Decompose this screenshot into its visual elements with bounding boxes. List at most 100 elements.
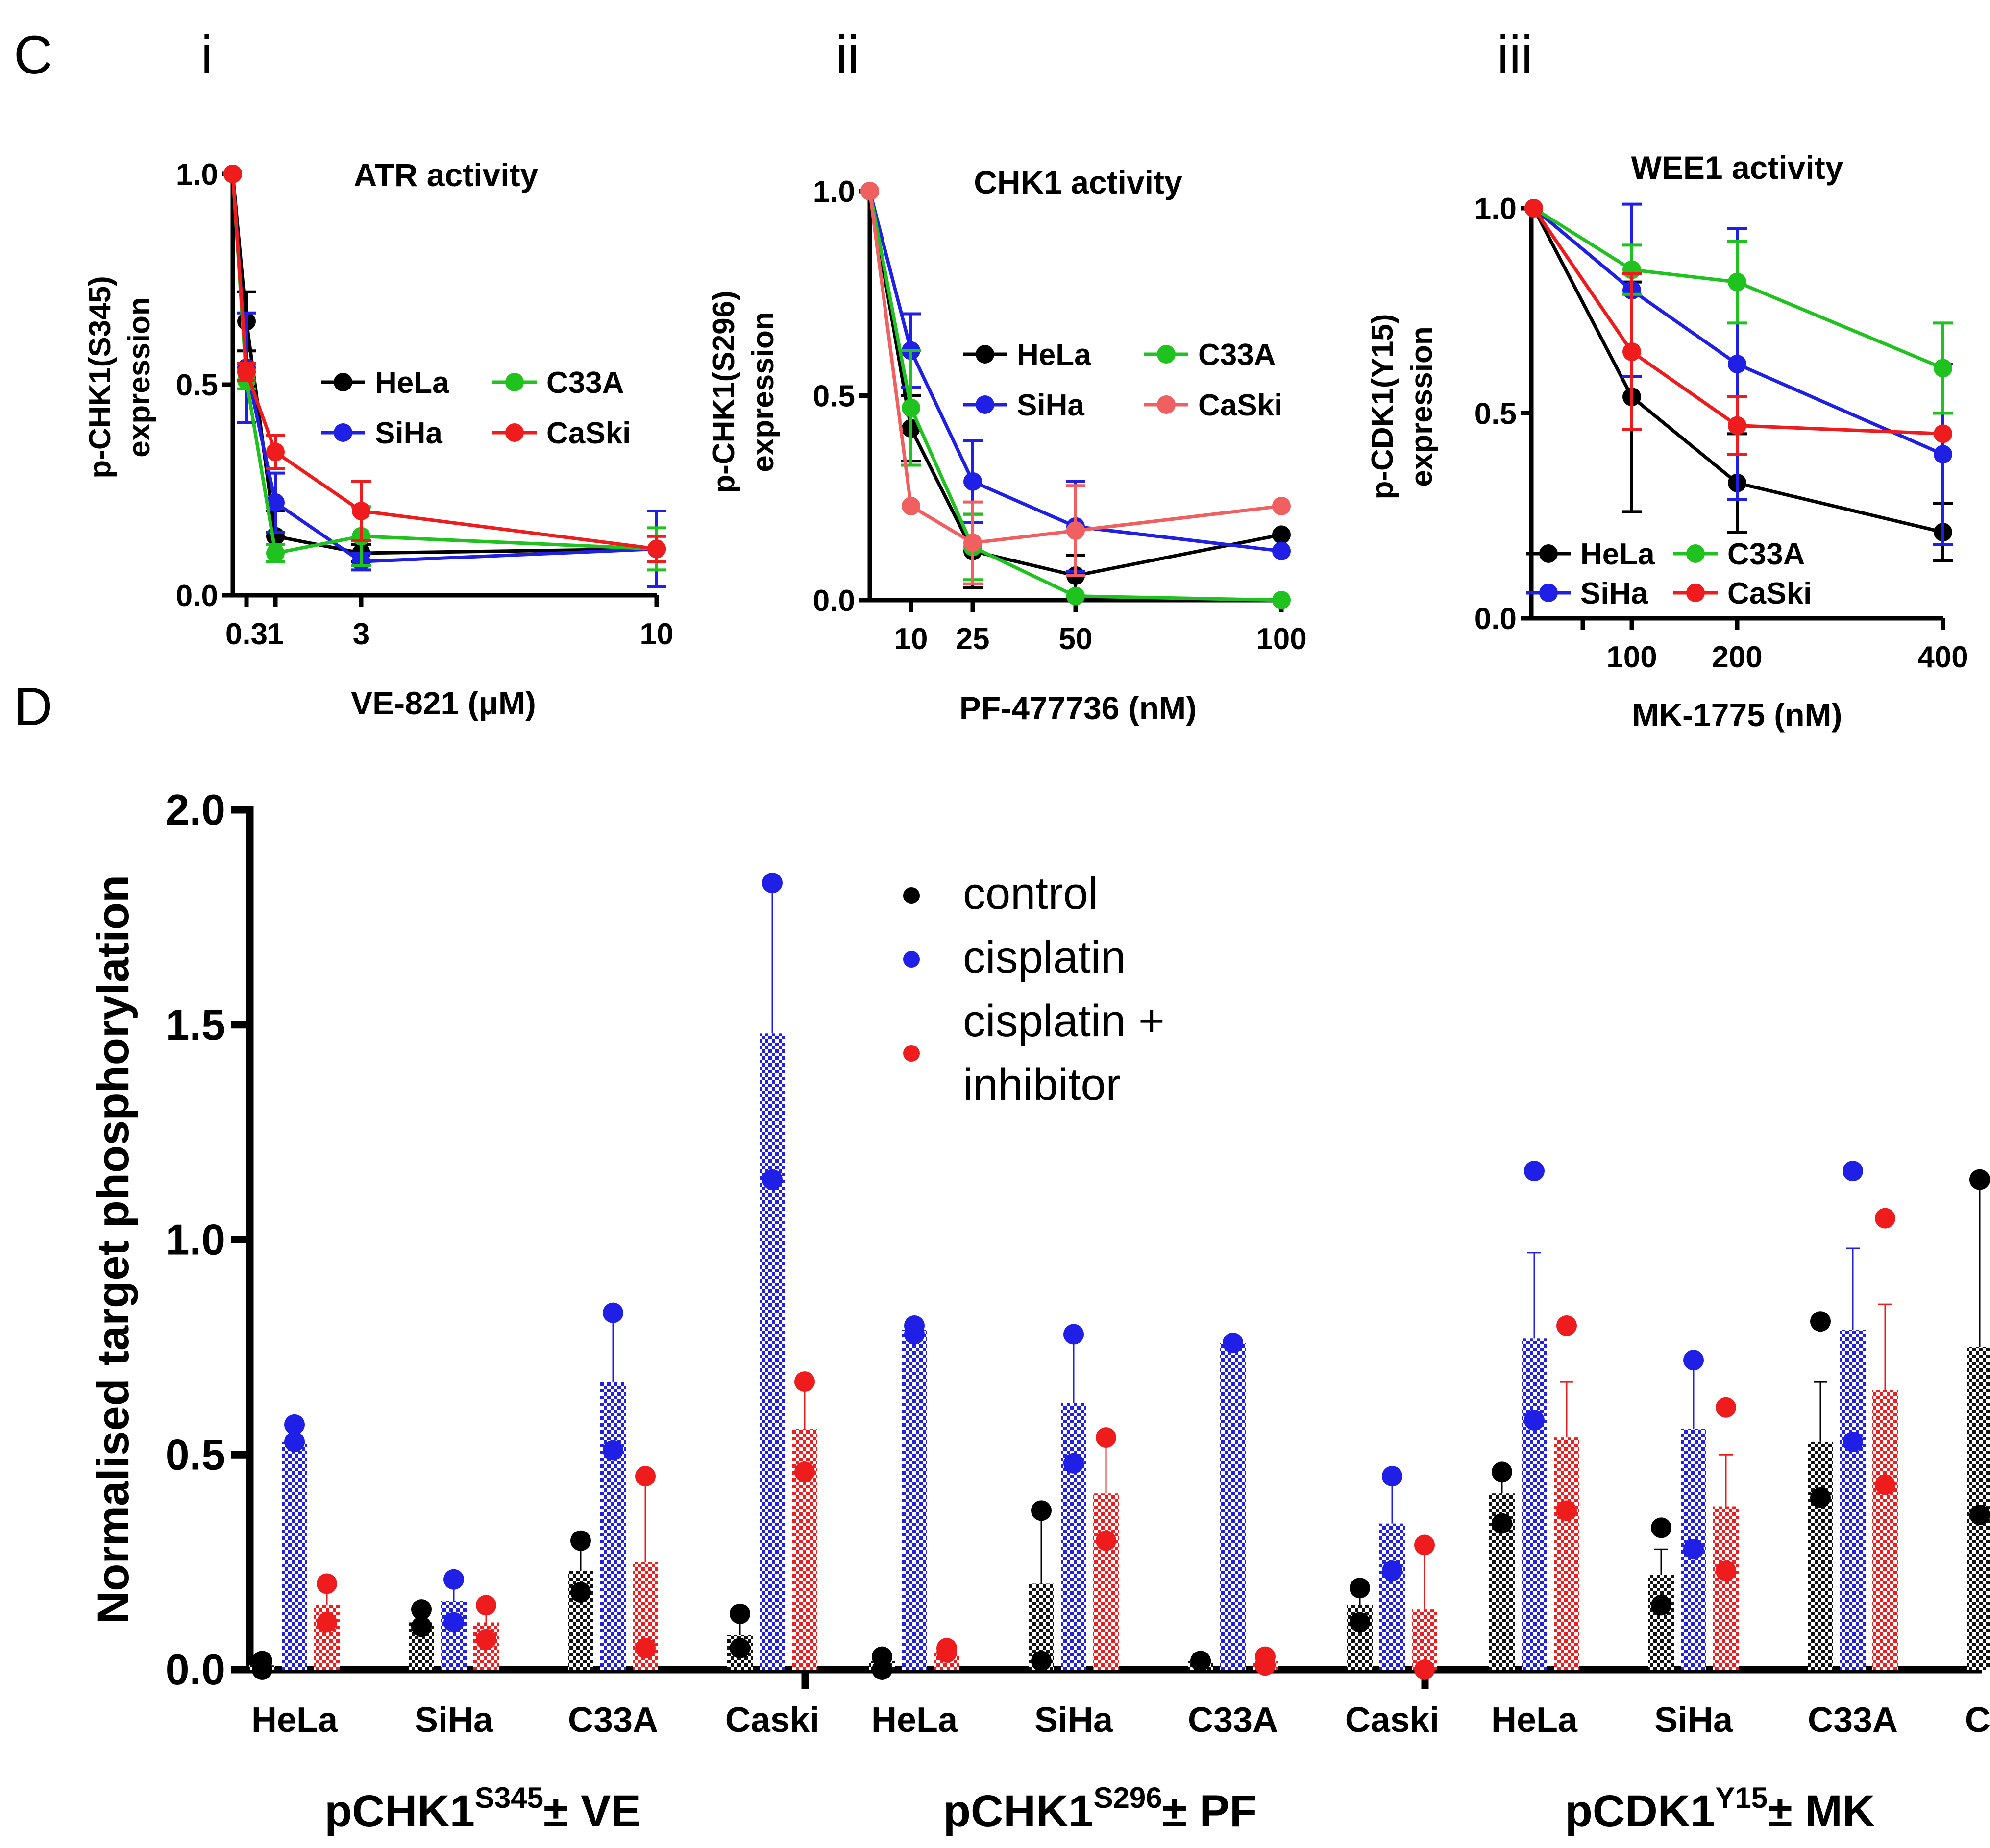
chart-cii-panel-label: ii [835,25,860,85]
ciii-line-siha [1532,207,1944,456]
cii-point-siha [963,472,982,491]
d-point-control [1350,1612,1370,1633]
d-y-tick-label: 0.0 [166,1645,225,1694]
d-bar-control [1808,1441,1833,1670]
ci-series-caski [223,165,666,563]
d-bar-control [1648,1575,1674,1670]
d-point-inhibitor [635,1466,656,1487]
d-point-inhibitor [1716,1397,1736,1418]
ci-x-tick-label: 3 [353,617,369,651]
d-group-label: pCHK1S296± PF [943,1781,1257,1836]
d-group-label: pCHK1S345± VE [324,1781,641,1836]
d-group-label-main: pCHK1 [943,1786,1094,1836]
cii-y-tick-label: 0.0 [813,584,855,618]
d-category-label: HeLa [871,1701,958,1740]
cii-legend-marker [976,395,994,414]
d-bar-cisplatin [441,1601,467,1670]
ci-y-tick-label: 1.0 [176,158,218,192]
d-category-label: SiHa [1654,1701,1733,1740]
cii-legend-label: HeLa [1017,338,1091,372]
d-group-label-tail: ± MK [1768,1786,1875,1836]
d-point-cisplatin [1524,1410,1545,1431]
ci-x-tick-label: 0.3 [225,617,268,651]
ciii-legend-label: C33A [1727,537,1805,571]
ci-point-siha [266,493,285,512]
d-y-tick-label: 2.0 [166,785,225,834]
legend-dot-inhibitor [903,1045,920,1062]
d-point-inhibitor [1414,1659,1435,1680]
chart-ciii-title: WEE1 activity [1631,149,1843,186]
d-point-control [1810,1487,1831,1508]
cii-legend-marker [1157,395,1176,414]
d-point-control [570,1582,591,1603]
d-bar-inhibitor [1554,1437,1579,1670]
d-category-label: HeLa [1491,1701,1578,1740]
d-group-label-main: pCDK1 [1565,1786,1716,1836]
d-point-control [1651,1517,1671,1538]
chart-cii-ylabel-line1: p-CHK1(S296) [707,291,741,493]
panel-c-label: C [14,25,52,85]
cii-point-c33a [1272,591,1291,609]
d-category-label: C33A [1188,1701,1278,1740]
ciii-point-caski [1622,342,1641,361]
ci-y-tick-label: 0.0 [176,579,218,613]
chart-ci-ylabel-line1: p-CHK1(S345) [83,276,117,478]
panel-d-label: D [14,677,52,737]
ciii-legend-marker [1686,544,1705,563]
ci-x-tick-label: 1 [267,617,284,651]
ci-legend-marker [505,373,524,391]
d-point-control [730,1638,750,1659]
cii-point-c33a [1066,586,1085,606]
d-group-label-main: pCHK1 [324,1786,475,1836]
ciii-y-tick-label: 1.0 [1474,192,1517,226]
d-point-control [872,1659,892,1680]
ci-line-caski [231,173,657,551]
d-bar-cisplatin [1061,1403,1086,1670]
d-bar-inhibitor [1093,1493,1119,1670]
d-point-cisplatin [603,1440,623,1461]
chart-d: Normalised target phosphorylation 0.0 0.5… [88,785,1990,1836]
d-category-label: Caski [1965,1701,1990,1740]
ci-point-caski [237,363,256,382]
d-point-inhibitor [1414,1534,1435,1556]
ci-legend-marker [334,423,352,442]
d-point-inhibitor [317,1612,337,1633]
d-bar-inhibitor [1713,1506,1739,1670]
d-category-label: C33A [568,1701,658,1740]
chart-ci-xlabel: VE-821 (μM) [351,685,536,721]
d-point-cisplatin [443,1612,464,1633]
ci-legend-label: CaSki [546,416,631,450]
d-point-cisplatin [1683,1350,1704,1371]
d-group-y15: HeLa SiHa C33A Caski pCDK1Y15± MK [1489,1161,1990,1836]
d-bar-cisplatin [760,1033,785,1670]
d-group-label-sup: S345 [475,1781,543,1814]
d-category-label: C33A [1808,1701,1898,1740]
chart-cii-title: CHK1 activity [974,164,1182,200]
ciii-y-tick-label: 0.5 [1474,397,1517,431]
cii-point-c33a [902,398,920,417]
d-point-control [411,1616,432,1637]
chart-ci: i ATR activity p-CHK1(S345) expression V… [83,25,673,721]
ciii-legend-marker [1539,544,1558,563]
d-group-s345: HeLa SiHa C33A Caski pCHK1S345± VE [249,873,819,1836]
d-bar-cisplatin [902,1330,927,1670]
d-point-inhibitor [1875,1474,1895,1495]
ciii-point-siha [1934,445,1952,464]
d-category-label: SiHa [1034,1701,1113,1740]
d-point-control [1969,1505,1990,1526]
d-point-cisplatin [1063,1324,1084,1345]
chart-cii: ii CHK1 activity p-CHK1(S296) expression… [707,25,1307,726]
d-point-inhibitor [794,1461,815,1483]
ci-y-tick-label: 0.5 [176,368,218,402]
ci-legend-marker [334,373,352,391]
ci-point-caski [266,442,285,462]
d-point-control [411,1599,432,1620]
ciii-point-c33a [1934,359,1952,378]
cii-y-tick-label: 1.0 [813,175,855,209]
d-point-cisplatin [1223,1333,1243,1354]
d-point-inhibitor [476,1629,496,1650]
ci-point-caski [647,539,666,559]
d-point-control [1492,1461,1512,1483]
d-group-label-tail: ± PF [1162,1786,1257,1836]
